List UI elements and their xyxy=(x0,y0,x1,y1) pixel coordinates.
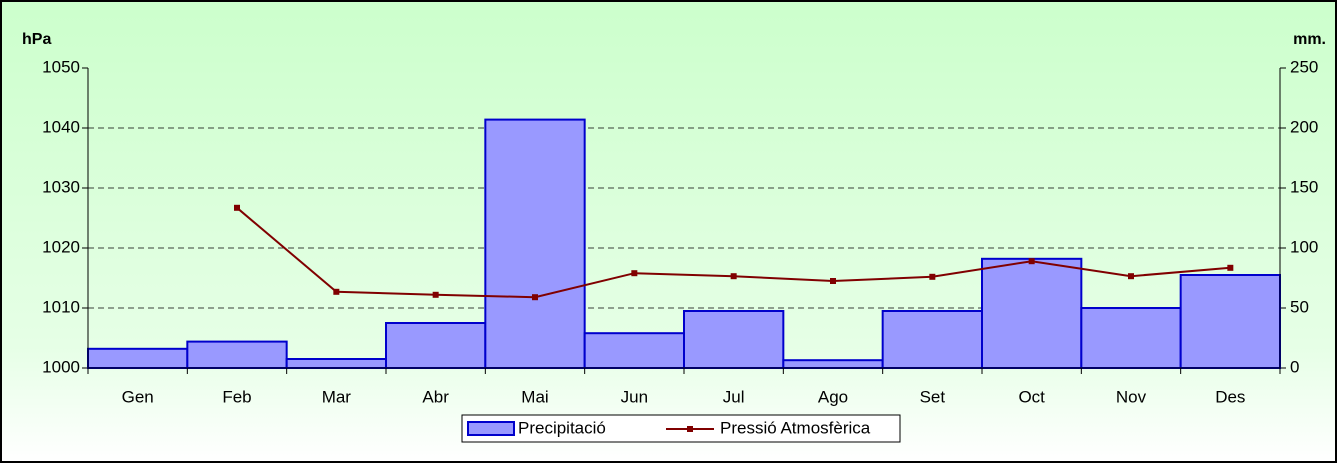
marker xyxy=(730,273,737,280)
marker xyxy=(1128,273,1134,280)
legend-label: Precipitació xyxy=(518,418,606,437)
x-tick-label: Feb xyxy=(222,387,251,406)
legend-label: Pressió Atmosfèrica xyxy=(720,418,871,437)
bar xyxy=(186,340,288,370)
x-tick-label: Mai xyxy=(521,387,548,406)
x-tick-label: Nov xyxy=(1116,387,1147,406)
y-axis-label: hPa xyxy=(22,31,51,48)
x-tick-label: Jul xyxy=(723,387,745,406)
bar xyxy=(1080,307,1182,369)
bar xyxy=(385,322,487,369)
x-tick-label: Des xyxy=(1215,387,1245,406)
marker xyxy=(631,270,638,277)
marker xyxy=(432,291,439,298)
marker xyxy=(1028,258,1035,265)
y2-tick-label: 100 xyxy=(1290,237,1318,256)
legend-marker xyxy=(687,426,693,432)
x-tick-label: Mar xyxy=(322,387,352,406)
y2-tick-label: 250 xyxy=(1290,57,1318,76)
bar xyxy=(87,347,189,369)
bar xyxy=(683,310,785,369)
legend-swatch xyxy=(467,421,515,436)
x-tick-label: Jun xyxy=(621,387,648,406)
marker xyxy=(1227,264,1234,271)
y-tick-label: 1000 xyxy=(42,357,80,376)
y2-axis-label: mm. xyxy=(1293,31,1326,48)
x-tick-label: Set xyxy=(920,387,946,406)
marker xyxy=(333,288,340,295)
marker xyxy=(234,204,240,211)
x-tick-label: Abr xyxy=(422,387,449,406)
marker xyxy=(929,273,936,280)
y2-tick-label: 150 xyxy=(1290,177,1318,196)
bar xyxy=(1179,274,1281,369)
bar xyxy=(285,358,387,369)
x-tick-label: Ago xyxy=(818,387,848,406)
y2-tick-label: 50 xyxy=(1290,297,1309,316)
marker xyxy=(532,294,538,301)
x-tick-label: Gen xyxy=(122,387,154,406)
y2-tick-label: 0 xyxy=(1290,357,1299,376)
y-tick-label: 1050 xyxy=(42,57,80,76)
marker xyxy=(830,278,836,284)
bar xyxy=(782,359,884,370)
x-tick-label: Oct xyxy=(1018,387,1045,406)
y-tick-label: 1020 xyxy=(42,237,80,256)
y2-tick-label: 200 xyxy=(1290,117,1318,136)
bar xyxy=(981,257,1083,369)
y-tick-label: 1040 xyxy=(42,117,80,136)
bar xyxy=(484,118,586,369)
bar xyxy=(881,310,984,369)
y-tick-label: 1030 xyxy=(42,177,80,196)
y-tick-label: 1010 xyxy=(42,297,80,316)
bar xyxy=(583,332,686,370)
